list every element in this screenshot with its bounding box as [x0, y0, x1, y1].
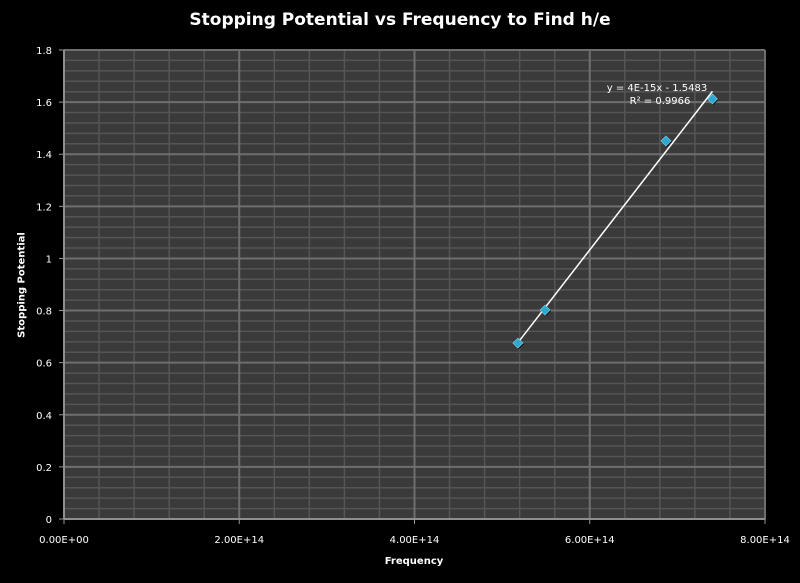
- y-tick-label: 0.4: [36, 411, 52, 422]
- x-tick-label: 8.00E+14: [740, 535, 790, 546]
- y-tick-label: 1: [46, 254, 52, 265]
- data-point: [539, 304, 551, 316]
- data-point: [660, 135, 672, 147]
- y-tick-label: 0.6: [36, 359, 52, 370]
- data-point: [512, 337, 524, 349]
- y-tick-label: 0.2: [36, 463, 52, 474]
- y-tick-label: 1.6: [36, 98, 52, 109]
- x-tick-label: 4.00E+14: [390, 535, 440, 546]
- trendline: [517, 90, 714, 344]
- y-tick-label: 1.4: [36, 150, 52, 161]
- y-tick-label: 1.8: [36, 46, 52, 57]
- x-tick-label: 0.00E+00: [39, 535, 89, 546]
- x-tick-label: 6.00E+14: [565, 535, 615, 546]
- trendline-equation: y = 4E-15x - 1.5483: [607, 83, 708, 94]
- x-axis-label: Frequency: [384, 556, 444, 567]
- y-tick-label: 0: [46, 515, 52, 526]
- y-tick-label: 1.2: [36, 202, 52, 213]
- data-point: [707, 93, 718, 105]
- x-tick-label: 2.00E+14: [214, 535, 264, 546]
- chart-title: Stopping Potential vs Frequency to Find …: [189, 10, 611, 30]
- trendline-r-squared: R² = 0.9966: [630, 96, 691, 107]
- y-tick-label: 0.8: [36, 307, 52, 318]
